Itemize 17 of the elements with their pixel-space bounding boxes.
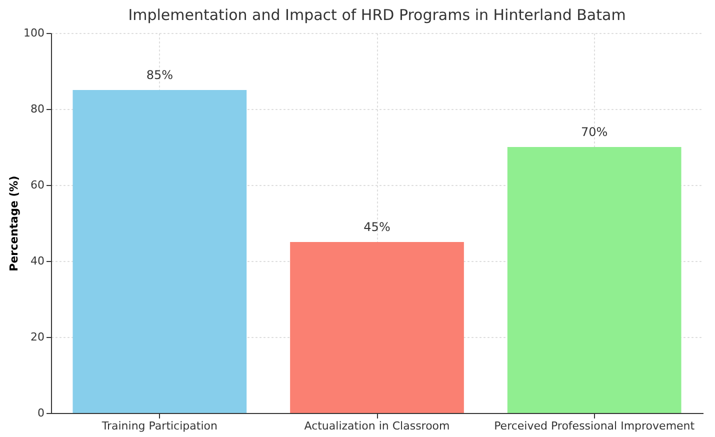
- y-tick-label: 100: [24, 26, 44, 40]
- data-label: 85%: [146, 68, 174, 82]
- y-tick-label: 60: [30, 178, 44, 192]
- y-axis-title: Percentage (%): [8, 176, 21, 272]
- x-tick-label: Training Participation: [100, 420, 218, 432]
- y-tick-label: 20: [30, 330, 44, 344]
- bar: [72, 90, 247, 413]
- y-tick-label: 40: [30, 254, 44, 268]
- data-label: 70%: [580, 125, 608, 139]
- y-tick-label: 0: [38, 406, 44, 420]
- x-tick-label: Actualization in Classroom: [304, 420, 450, 432]
- chart-title: Implementation and Impact of HRD Programs in Hinterland Batam: [128, 6, 626, 24]
- y-tick-label: 80: [30, 102, 44, 116]
- x-tick-label: Perceived Professional Improvement: [494, 420, 696, 432]
- bar: [290, 242, 464, 413]
- bar: [507, 147, 682, 413]
- data-label: 45%: [364, 220, 390, 234]
